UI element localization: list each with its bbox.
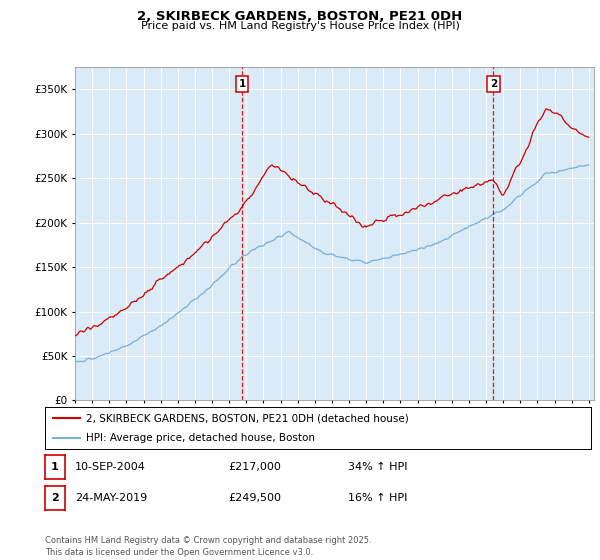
Text: 16% ↑ HPI: 16% ↑ HPI [348, 493, 407, 502]
Text: 24-MAY-2019: 24-MAY-2019 [75, 493, 147, 502]
Text: 34% ↑ HPI: 34% ↑ HPI [348, 462, 407, 472]
Text: £217,000: £217,000 [228, 462, 281, 472]
Text: 1: 1 [238, 79, 245, 89]
Text: 2: 2 [490, 79, 497, 89]
Text: Contains HM Land Registry data © Crown copyright and database right 2025.
This d: Contains HM Land Registry data © Crown c… [45, 536, 371, 557]
Text: 2, SKIRBECK GARDENS, BOSTON, PE21 0DH (detached house): 2, SKIRBECK GARDENS, BOSTON, PE21 0DH (d… [86, 413, 409, 423]
Text: 10-SEP-2004: 10-SEP-2004 [75, 462, 146, 472]
Text: £249,500: £249,500 [228, 493, 281, 502]
Text: 2, SKIRBECK GARDENS, BOSTON, PE21 0DH: 2, SKIRBECK GARDENS, BOSTON, PE21 0DH [137, 10, 463, 22]
Text: 2: 2 [51, 493, 59, 502]
Text: HPI: Average price, detached house, Boston: HPI: Average price, detached house, Bost… [86, 433, 315, 443]
Text: 1: 1 [51, 462, 59, 472]
Text: Price paid vs. HM Land Registry's House Price Index (HPI): Price paid vs. HM Land Registry's House … [140, 21, 460, 31]
